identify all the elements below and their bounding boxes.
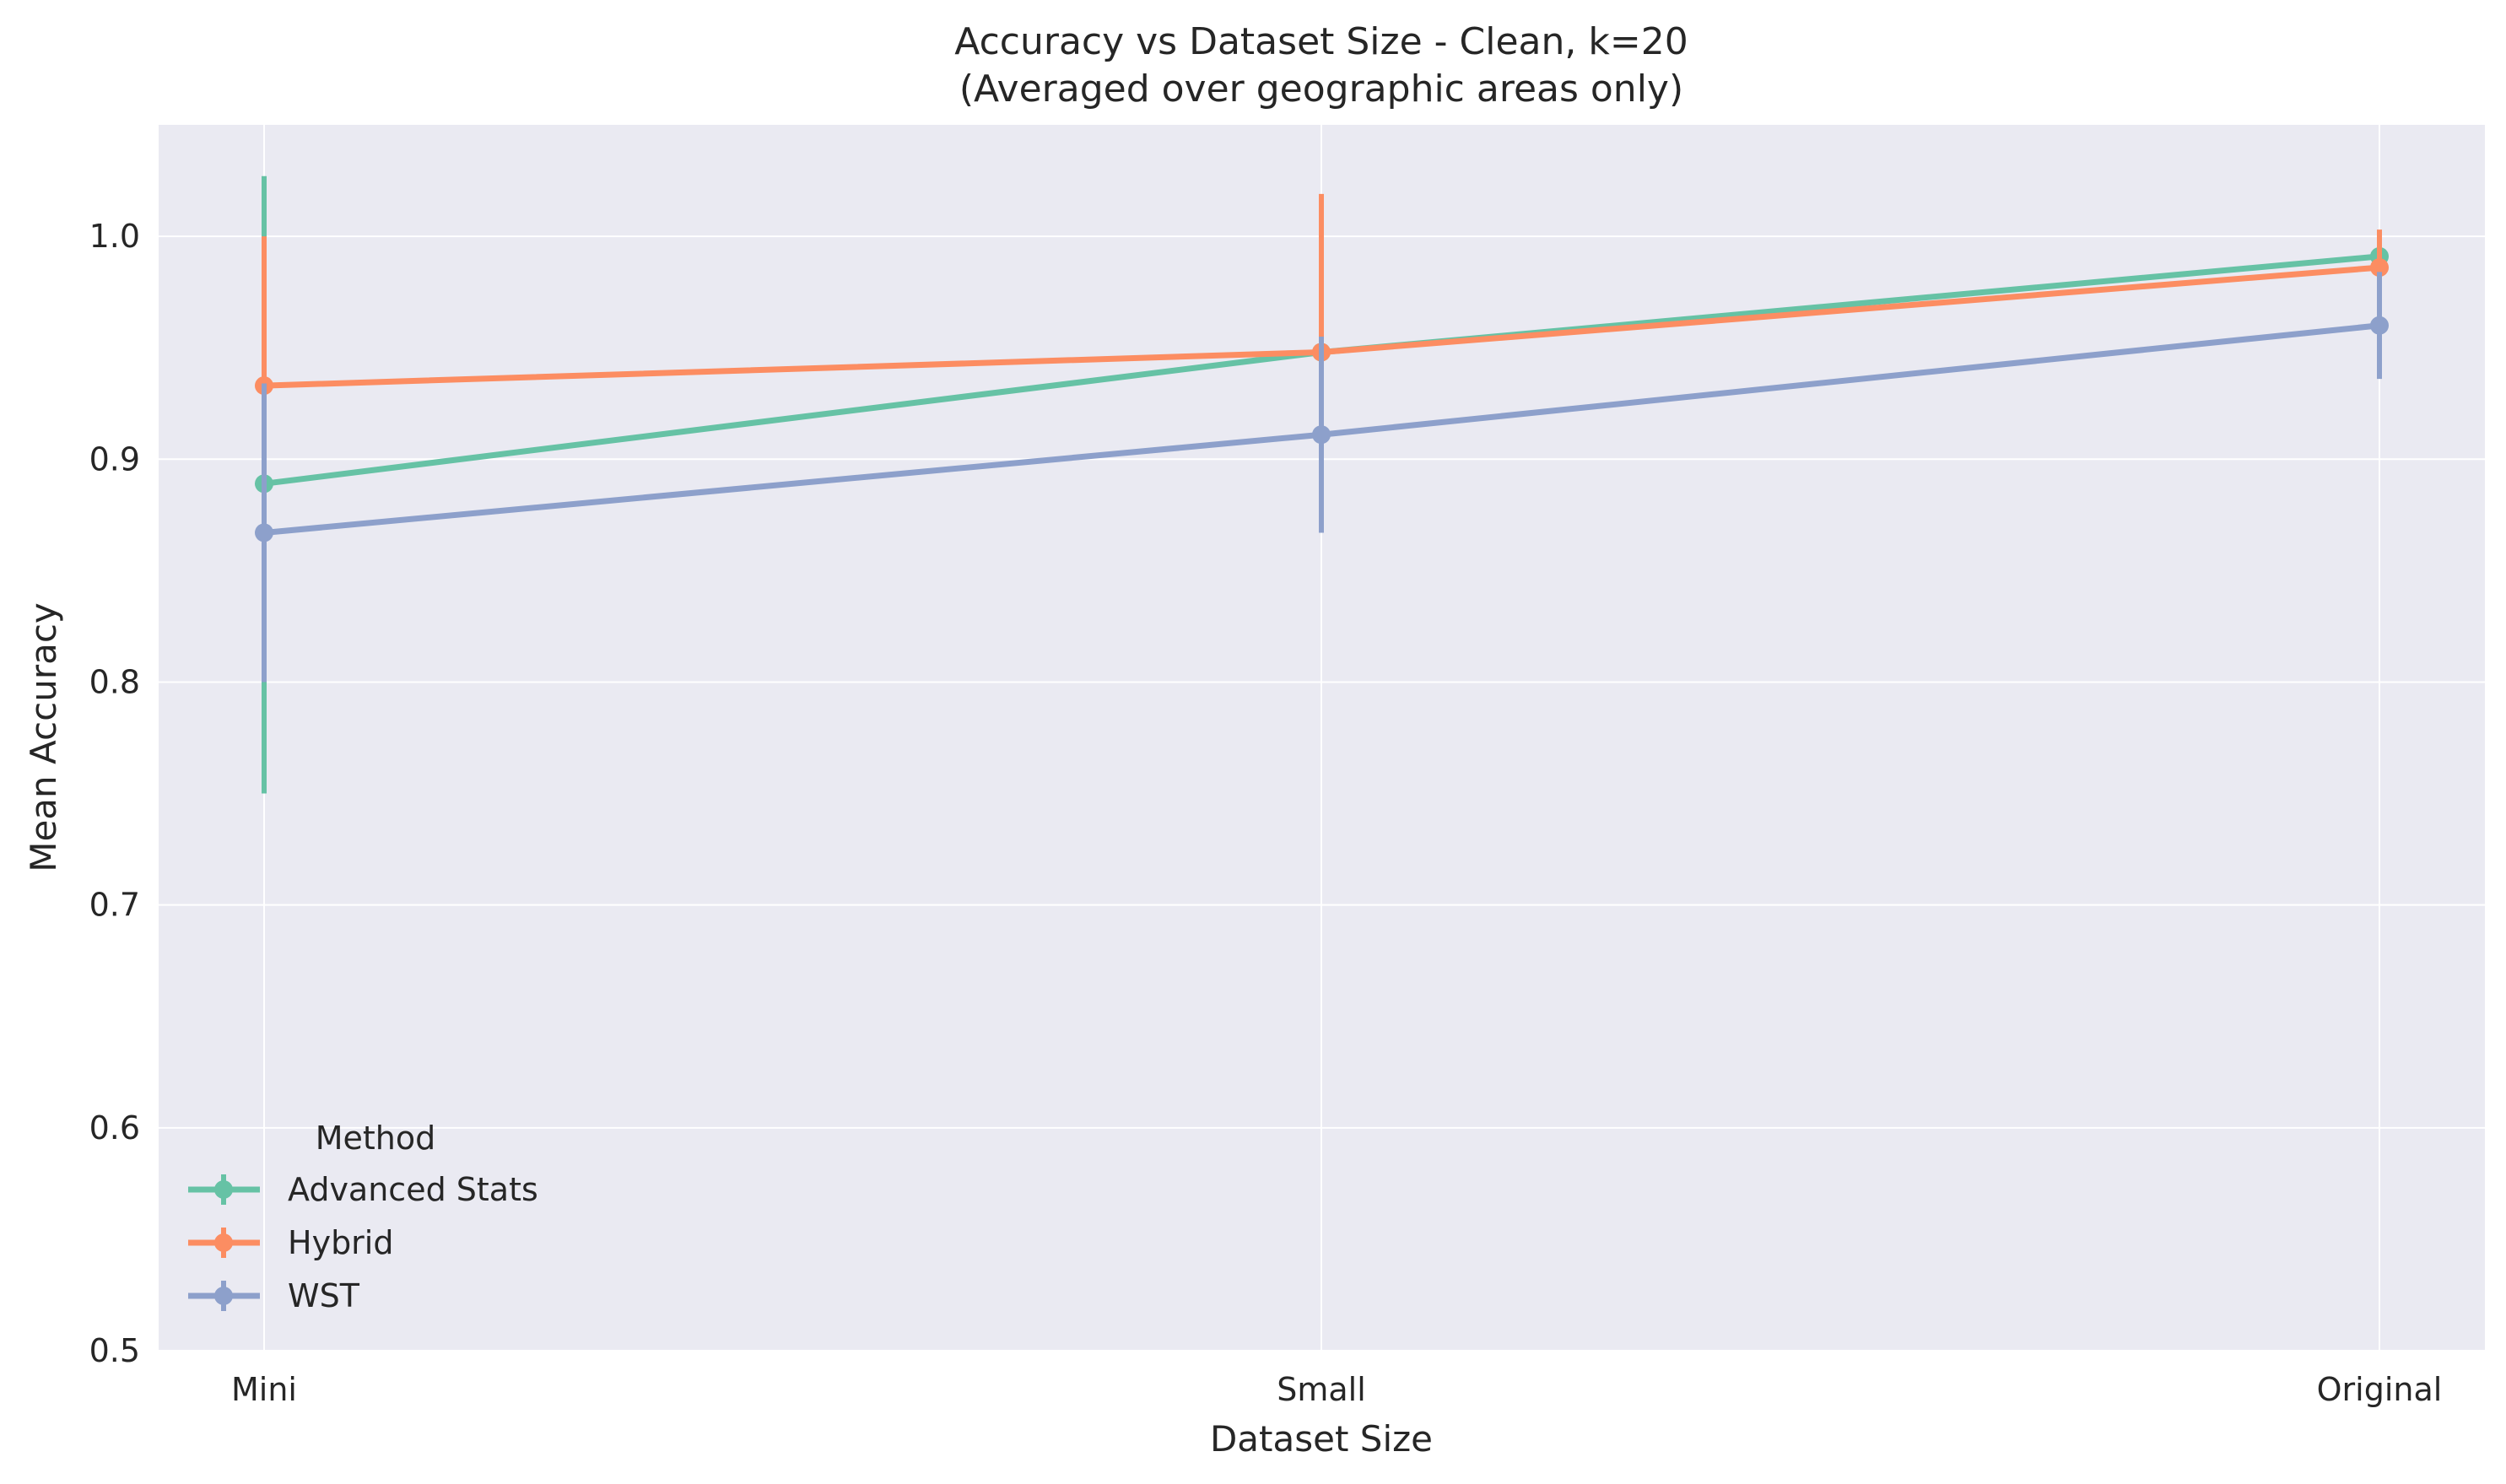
- y-tick-label: 0.7: [89, 887, 140, 924]
- legend-item: Advanced Stats: [188, 1171, 538, 1208]
- legend-marker: [214, 1180, 233, 1199]
- y-tick-label: 0.8: [89, 663, 140, 700]
- y-tick-label: 0.9: [89, 440, 140, 478]
- chart-subtitle: (Averaged over geographic areas only): [959, 67, 1683, 111]
- legend-item: WST: [188, 1277, 360, 1314]
- legend-title: Method: [316, 1120, 436, 1157]
- x-axis-label: Dataset Size: [1210, 1418, 1433, 1460]
- x-tick-labels: Mini Small Original: [231, 1371, 2442, 1408]
- data-point: [1312, 425, 1331, 445]
- y-tick-labels: 0.5 0.6 0.7 0.8 0.9 1.0: [89, 218, 140, 1369]
- y-tick-label: 1.0: [89, 218, 140, 255]
- y-tick-label: 0.5: [89, 1332, 140, 1369]
- y-tick-label: 0.6: [89, 1109, 140, 1147]
- x-tick-label: Original: [2317, 1371, 2443, 1408]
- x-tick-label: Mini: [231, 1371, 297, 1408]
- chart-title: Accuracy vs Dataset Size - Clean, k=20: [954, 20, 1688, 63]
- y-axis-label: Mean Accuracy: [23, 602, 64, 872]
- legend: Method Advanced Stats Hybrid WST: [188, 1120, 538, 1314]
- data-point: [2370, 258, 2389, 278]
- legend-label: Hybrid: [288, 1224, 394, 1261]
- legend-item: Hybrid: [188, 1224, 394, 1261]
- x-tick-label: Small: [1277, 1371, 1366, 1408]
- legend-marker: [214, 1233, 233, 1252]
- series-layer: [255, 175, 2389, 794]
- data-point: [2370, 316, 2389, 335]
- legend-items: Advanced Stats Hybrid WST: [188, 1171, 538, 1314]
- legend-label: WST: [288, 1277, 360, 1314]
- series-wst: [255, 272, 2389, 683]
- data-point: [255, 523, 273, 542]
- legend-marker: [214, 1287, 233, 1305]
- legend-label: Advanced Stats: [288, 1171, 538, 1208]
